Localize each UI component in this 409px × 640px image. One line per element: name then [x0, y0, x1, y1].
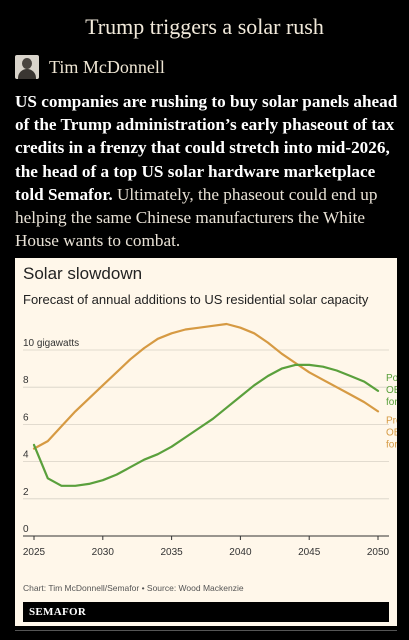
y-tick-label: 6 [23, 412, 29, 423]
semafor-brand-bar: SEMAFOR [23, 602, 389, 622]
x-tick-label: 2025 [23, 547, 46, 558]
y-tick-label: 2 [23, 487, 29, 498]
article-headline: Trump triggers a solar rush [85, 14, 324, 39]
y-tick-label: 10 gigawatts [23, 338, 79, 349]
series-label-line: OBBBA [386, 385, 397, 396]
line-chart: 0 2 4 6 8 10 gigawatts 2025 2030 2035 2040 2045 205… [23, 322, 397, 558]
lede-bold-text: US companies are rushing to buy solar pa… [15, 92, 398, 204]
author-name: Tim McDonnell [49, 56, 165, 77]
lede-regular-text: Ultimately, the phaseout could end up he… [15, 184, 378, 251]
series-label-line: forecast [386, 439, 397, 450]
series-label-line: Post- [386, 373, 397, 384]
series-label-line: forecast [386, 397, 397, 408]
chart-title: Solar slowdown [23, 264, 143, 283]
chart-card: Solar slowdown Forecast of annual additi… [15, 258, 397, 626]
y-tick-label: 4 [23, 450, 29, 461]
author-avatar [15, 55, 39, 79]
x-tick-label: 2030 [92, 547, 115, 558]
chart-credit: Chart: Tim McDonnell/Semafor • Source: W… [23, 583, 244, 593]
series-label: Pre-OBBBAforecast [386, 415, 397, 450]
x-tick-label: 2035 [160, 547, 183, 558]
article-lede: US companies are rushing to buy solar pa… [15, 90, 399, 252]
series-label-line: Pre- [386, 415, 397, 426]
author-byline[interactable]: Tim McDonnell [15, 54, 165, 80]
x-tick-label: 2050 [367, 547, 390, 558]
series-label-line: OBBBA [386, 427, 397, 438]
divider [15, 630, 397, 631]
chart-subtitle: Forecast of annual additions to US resid… [23, 292, 369, 307]
y-tick-label: 0 [23, 524, 29, 535]
series-label: Post-OBBBAforecast [386, 373, 397, 408]
series-line [32, 363, 380, 487]
x-tick-label: 2040 [229, 547, 252, 558]
y-tick-label: 8 [23, 375, 29, 386]
x-tick-label: 2045 [298, 547, 321, 558]
series-line [32, 322, 380, 450]
